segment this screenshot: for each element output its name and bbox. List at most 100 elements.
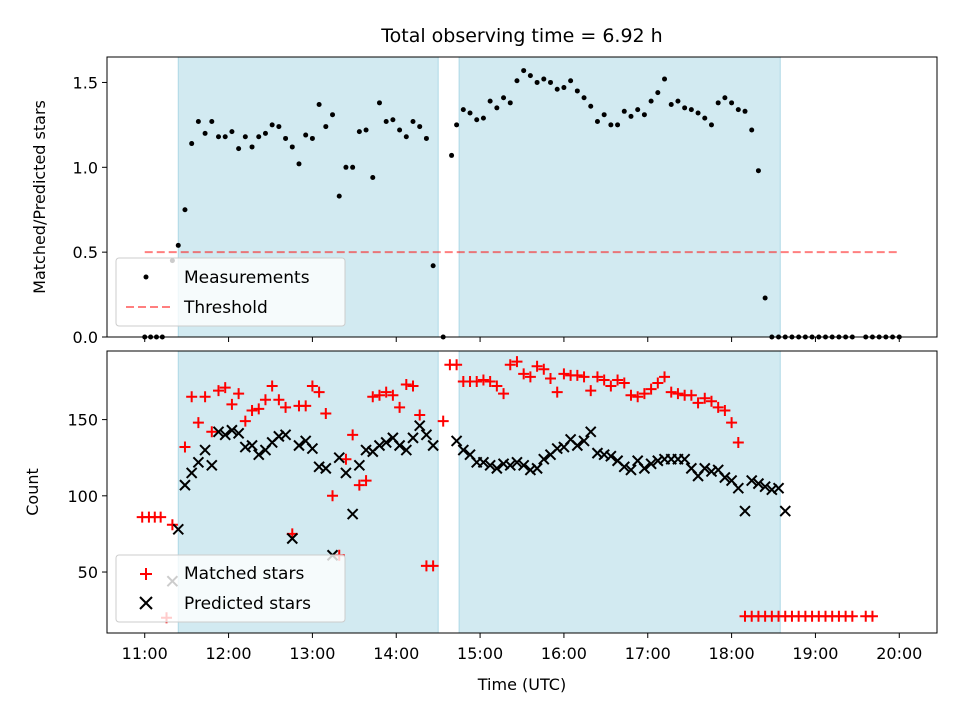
predicted-star-point <box>373 439 386 452</box>
matched-star-point <box>239 415 251 427</box>
matched-star-point <box>373 389 385 401</box>
measurement-point <box>423 135 429 141</box>
predicted-star-point <box>380 436 392 449</box>
measurement-point <box>695 110 701 116</box>
measurement-point <box>242 134 248 140</box>
matched-star-point <box>571 369 583 381</box>
predicted-star-point <box>645 458 657 470</box>
matched-star-point <box>199 391 211 403</box>
measurement-point <box>376 100 382 106</box>
predicted-star-point <box>746 474 758 487</box>
matched-star-point <box>685 389 697 401</box>
measurement-point <box>410 118 416 124</box>
measurement-point <box>383 118 389 124</box>
matched-star-point <box>692 397 704 409</box>
predicted-star-point <box>179 479 191 491</box>
predicted-star-point <box>638 462 651 475</box>
matched-star-point <box>367 391 379 403</box>
measurement-point <box>688 107 694 113</box>
predicted-star-point <box>598 448 610 461</box>
predicted-star-point <box>360 444 372 456</box>
top-y-tick-label: 0.5 <box>73 243 98 262</box>
predicted-star-point <box>699 462 711 475</box>
legend-predicted-label: Predicted stars <box>184 594 311 614</box>
matched-star-point <box>380 386 392 398</box>
matched-star-point <box>246 404 258 416</box>
matched-star-point <box>327 490 339 502</box>
measurement-point <box>417 124 423 130</box>
matched-star-point <box>437 415 449 427</box>
matched-star-point <box>273 394 285 406</box>
measurement-point <box>480 115 486 121</box>
matched-star-point <box>213 385 225 397</box>
predicted-star-point <box>407 432 419 444</box>
measurement-point <box>682 105 688 111</box>
top-legend: Measurements Threshold <box>115 257 346 327</box>
matched-star-point <box>498 388 510 400</box>
x-tick-label: 13:00 <box>289 644 335 663</box>
measurement-point <box>370 174 376 180</box>
matched-star-point <box>524 371 536 383</box>
predicted-star-point <box>293 439 305 452</box>
measurement-point <box>303 132 309 138</box>
matched-star-point <box>699 392 711 404</box>
measurement-point <box>641 112 647 118</box>
measurement-point <box>708 122 714 128</box>
measurement-point <box>715 100 721 106</box>
predicted-star-point <box>427 439 439 452</box>
measurement-point <box>628 113 634 119</box>
predicted-star-point <box>719 471 731 484</box>
matched-star-point <box>605 380 617 392</box>
predicted-star-point <box>578 435 590 447</box>
predicted-star-point <box>705 465 718 478</box>
matched-star-point <box>320 407 332 419</box>
measurement-point <box>330 112 336 118</box>
legend-matched-label: Matched stars <box>184 564 304 584</box>
bottom-y-tick-label: 100 <box>67 487 98 506</box>
measurement-point <box>655 90 661 96</box>
measurement-point <box>403 134 409 140</box>
predicted-star-point <box>232 427 245 440</box>
measurement-point <box>195 118 201 124</box>
x-tick-label: 15:00 <box>457 644 503 663</box>
predicted-star-point <box>172 523 184 536</box>
measurement-point <box>182 207 188 213</box>
predicted-star-point <box>313 461 325 473</box>
measurement-point <box>256 134 262 140</box>
measurement-point <box>581 95 587 101</box>
top-y-tick-label: 0.0 <box>73 328 98 347</box>
bottom-legend-box <box>115 554 346 623</box>
matched-star-point <box>726 417 738 429</box>
predicted-star-point <box>739 505 751 517</box>
matched-star-point <box>632 391 644 403</box>
predicted-star-point <box>414 419 426 432</box>
top-y-axis-label: Matched/Predicted stars <box>30 100 49 294</box>
measurement-point <box>534 79 540 85</box>
matched-star-point <box>340 453 352 465</box>
matched-star-point <box>652 377 664 389</box>
measurement-point <box>729 100 735 106</box>
predicted-star-point <box>353 459 366 472</box>
top-observing-window-1 <box>458 56 781 338</box>
measurement-point <box>474 117 480 123</box>
matched-star-point <box>306 380 318 392</box>
matched-star-point <box>206 426 218 438</box>
measurement-point <box>749 127 755 133</box>
matched-star-point <box>259 394 271 406</box>
matched-star-point <box>300 400 312 412</box>
matched-star-point <box>233 388 245 400</box>
matched-star-point <box>578 371 590 383</box>
predicted-star-point <box>212 426 225 438</box>
matched-star-point <box>186 391 198 403</box>
measurement-point <box>615 122 621 128</box>
x-axis-label: Time (UTC) <box>477 675 566 694</box>
matched-star-point <box>347 429 359 441</box>
matched-star-point <box>531 360 543 372</box>
predicted-star-point <box>239 441 252 453</box>
predicted-star-point <box>450 435 463 447</box>
measurement-point <box>762 295 768 301</box>
bottom-panel-frame <box>106 350 938 634</box>
measurement-point <box>460 107 466 113</box>
matched-star-point <box>598 374 610 386</box>
